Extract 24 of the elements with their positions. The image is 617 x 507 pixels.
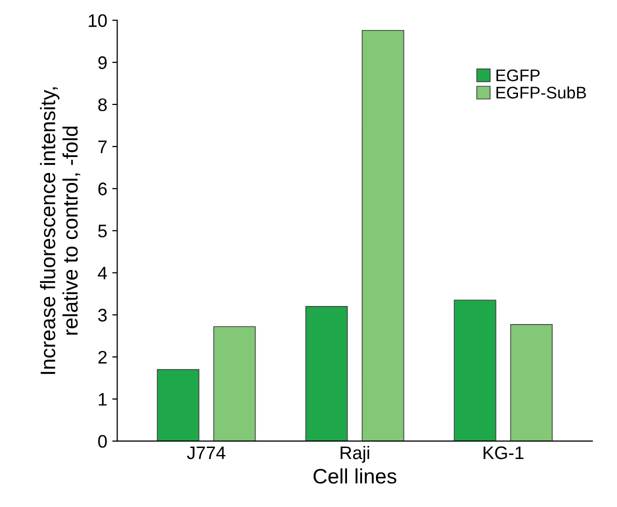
bar <box>213 326 256 442</box>
legend-label: EGFP <box>496 69 540 82</box>
y-axis-title: Increase fluorescence intensity, relative to control, -fold <box>40 87 80 374</box>
x-tick-label: J774 <box>187 446 226 460</box>
bar <box>305 306 348 442</box>
y-tick-label: 7 <box>98 140 107 154</box>
y-tick-label: 0 <box>98 435 107 448</box>
legend-label: EGFP-SubB <box>496 86 586 99</box>
bar <box>362 30 404 442</box>
y-tick-label: 9 <box>98 56 107 70</box>
y-tick-label: 10 <box>88 14 107 27</box>
y-tick-label: 8 <box>98 98 107 112</box>
y-tick-label: 1 <box>98 393 107 406</box>
y-tick-label: 2 <box>98 350 107 364</box>
x-tick-label: KG-1 <box>484 446 524 460</box>
x-tick-label: Raji <box>340 446 370 463</box>
bar <box>510 324 553 442</box>
bar <box>156 369 200 442</box>
bar <box>454 300 496 442</box>
x-axis-title: Cell lines <box>314 468 396 484</box>
y-tick-label: 4 <box>98 266 107 280</box>
y-tick-label: 6 <box>98 182 107 196</box>
y-tick-label: 3 <box>98 308 107 322</box>
y-tick-label: 5 <box>98 224 107 238</box>
